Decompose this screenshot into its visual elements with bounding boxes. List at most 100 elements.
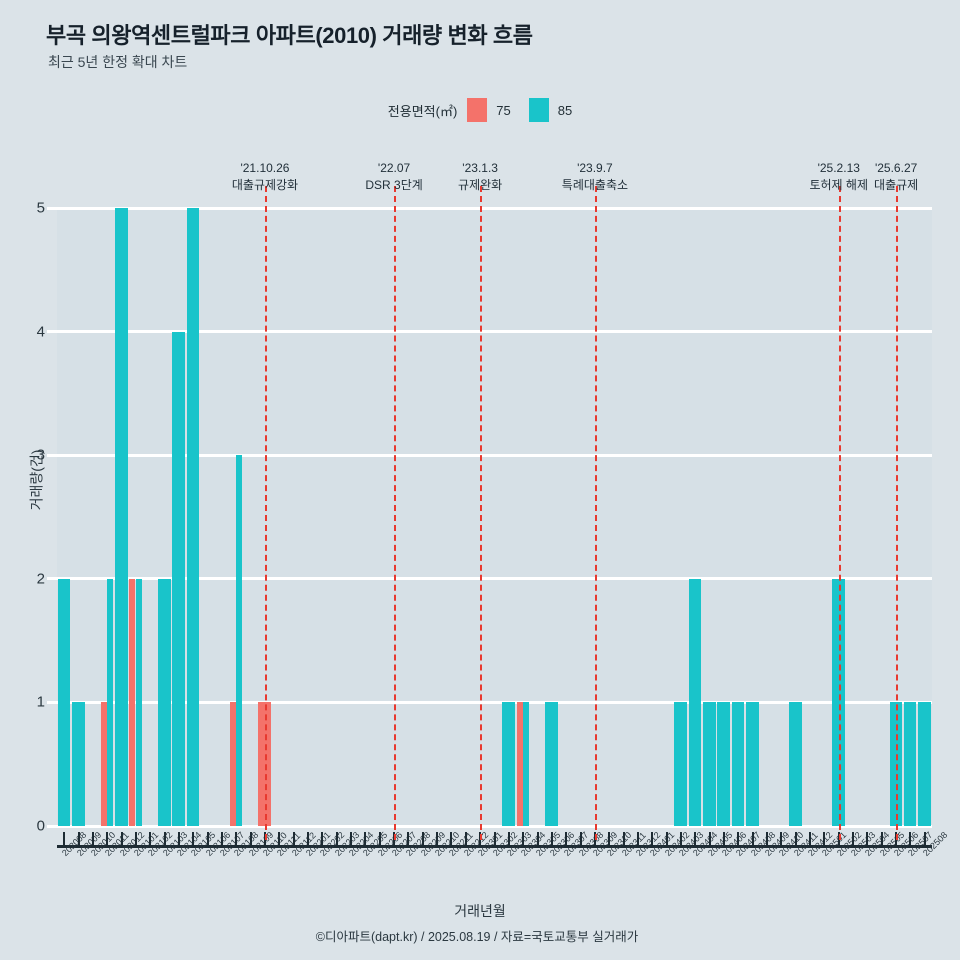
bar-202008-85 (57, 578, 71, 826)
x-tick-202109 (249, 832, 252, 846)
x-axis-title: 거래년월 (454, 903, 506, 919)
event-annotation-202502: '25.2.13 토허제 해제 (809, 160, 868, 195)
x-tick-202404 (694, 832, 697, 846)
bar-202407-85 (731, 702, 745, 826)
x-tick-202311 (622, 832, 625, 846)
x-tick-202411 (794, 832, 797, 846)
x-tick-202304 (522, 832, 525, 846)
event-annotation-202207: '22.07 DSR 3단계 (365, 160, 422, 195)
x-tick-202407 (737, 832, 740, 846)
bar-series-container (57, 208, 932, 826)
x-tick-202409 (766, 832, 769, 846)
event-line-202309 (594, 186, 597, 840)
x-tick-202307 (565, 832, 568, 846)
bar-202411-85 (789, 702, 802, 826)
x-tick-202308 (579, 832, 582, 846)
x-tick-202204 (350, 832, 353, 846)
page-title: 부곡 의왕역센트럴파크 아파트(2010) 거래량 변화 흐름 (46, 23, 533, 48)
gridline-5 (57, 206, 932, 210)
x-tick-202012 (120, 832, 123, 846)
event-date-202309: '23.9.7 (577, 161, 613, 175)
event-annotation-202309: '23.9.7 특례대출축소 (562, 160, 628, 195)
x-tick-202504 (866, 832, 869, 846)
y-tick-mark-4 (47, 330, 57, 334)
event-text-202301: 규제완화 (458, 178, 503, 193)
x-tick-202306 (550, 832, 553, 846)
x-tick-202412 (809, 832, 812, 846)
bar-202108-85 (236, 455, 243, 826)
event-line-202207 (394, 186, 397, 840)
bar-202108-75 (229, 702, 236, 826)
x-tick-202211 (450, 832, 453, 846)
gridline-2 (57, 577, 932, 581)
x-axis-line (57, 845, 932, 848)
plot-area (57, 206, 932, 828)
legend-label-85: 85 (557, 102, 573, 118)
x-tick-202406 (723, 832, 725, 846)
y-tick-label-0: 0 (36, 817, 45, 835)
event-date-202506: '25.6.27 (874, 161, 918, 175)
x-tick-202507 (909, 832, 912, 846)
y-tick-label-4: 4 (36, 323, 45, 341)
gridline-0 (57, 824, 932, 828)
bar-202104-85 (172, 331, 185, 826)
event-line-202301 (480, 186, 483, 840)
x-tick-202410 (780, 832, 783, 846)
bar-202406-85 (717, 702, 730, 826)
x-tick-202010 (91, 832, 94, 846)
y-tick-label-5: 5 (36, 199, 45, 217)
x-tick-202210 (436, 832, 439, 846)
event-date-202502: '25.2.13 (817, 161, 860, 175)
event-date-202110: '21.10.26 (240, 161, 290, 175)
bar-202403-85 (674, 702, 687, 826)
bar-202105-85 (186, 208, 200, 826)
x-tick-202009 (77, 832, 80, 846)
y-tick-mark-5 (47, 206, 57, 210)
bar-202507-85 (903, 702, 917, 826)
bar-202110-75 (258, 702, 271, 826)
footer: ©디아파트(dapt.kr) / 2025.08.19 / 자료=국토교통부 실… (0, 926, 960, 945)
x-tick-202201 (307, 832, 310, 846)
x-tick-202505 (880, 832, 883, 846)
x-tick-202205 (364, 832, 367, 846)
event-date-202301: '23.1.3 (462, 161, 498, 175)
bar-202101-85 (135, 578, 142, 826)
x-tick-202206 (378, 832, 381, 846)
bar-202012-85 (114, 208, 128, 826)
x-tick-202310 (608, 832, 611, 846)
x-tick-202508 (923, 832, 926, 846)
event-line-202502 (838, 186, 841, 840)
x-tick-202106 (206, 832, 209, 846)
bar-202101-75 (129, 578, 136, 826)
x-tick-202108 (235, 832, 238, 846)
bar-202306-85 (545, 702, 558, 826)
x-tick-202312 (636, 832, 639, 846)
bar-202304-85 (523, 702, 530, 826)
legend-swatch-85 (528, 98, 549, 122)
chart-legend: 전용면적(㎡) 75 85 (0, 98, 960, 122)
event-text-202110: 대출규제강화 (231, 178, 299, 193)
x-tick-202405 (708, 832, 711, 846)
x-tick-202302 (493, 832, 496, 846)
bar-202408-85 (746, 702, 759, 826)
x-tick-202402 (665, 832, 668, 846)
event-line-202110 (264, 186, 267, 840)
x-tick-202503 (852, 832, 855, 846)
x-tick-202107 (220, 832, 223, 846)
x-tick-202104 (177, 832, 180, 846)
y-tick-mark-0 (47, 824, 57, 828)
x-tick-202011 (106, 832, 109, 846)
bar-202405-85 (703, 702, 716, 826)
legend-title: 전용면적(㎡) (387, 103, 458, 119)
event-annotation-202506: '25.6.27 대출규제 (874, 160, 918, 195)
y-tick-mark-2 (47, 577, 57, 581)
event-text-202207: DSR 3단계 (365, 178, 423, 193)
x-tick-202102 (149, 832, 152, 846)
page-subtitle: 최근 5년 한정 확대 차트 (48, 54, 188, 70)
event-date-202207: '22.07 (377, 161, 411, 175)
legend-label-75: 75 (496, 102, 511, 118)
gridline-3 (57, 453, 932, 457)
event-annotation-202301: '23.1.3 규제완화 (458, 160, 502, 195)
x-tick-202111 (278, 832, 281, 846)
